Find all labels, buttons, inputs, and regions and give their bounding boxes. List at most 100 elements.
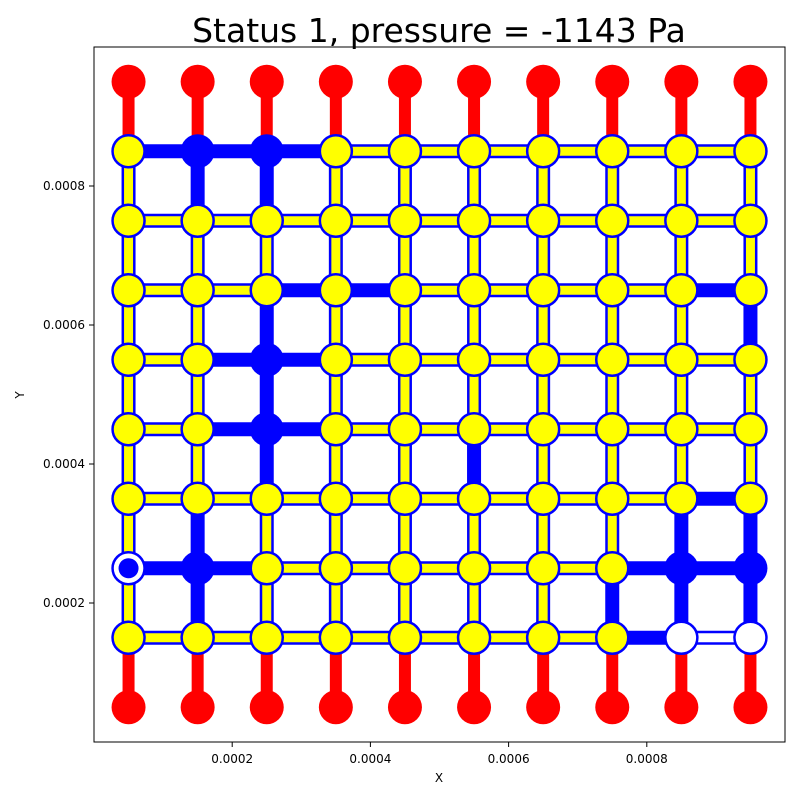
pore-node-phase-b — [111, 203, 146, 238]
reservoir-node-bottom — [595, 690, 630, 725]
reservoir-node-top — [664, 64, 699, 99]
pore-node-empty — [733, 620, 768, 655]
x-tick-label: 0.0002 — [211, 752, 253, 766]
pore-node-phase-b — [733, 134, 768, 169]
pore-node-phase-b — [180, 620, 215, 655]
x-tick-label: 0.0008 — [626, 752, 668, 766]
reservoir-node-top — [457, 64, 492, 99]
pore-node-phase-b — [387, 134, 423, 169]
pore-node-phase-b — [318, 620, 354, 655]
x-tick-label: 0.0004 — [349, 752, 391, 766]
axes: 0.0002 0.0004 0.0006 0.0008 0.0002 0.0004 0.00… — [43, 179, 668, 766]
reservoir-node-top — [387, 64, 422, 99]
reservoir-node-top — [111, 64, 146, 99]
pore-node-phase-b — [595, 551, 630, 586]
pore-node-phase-b — [525, 134, 561, 169]
reservoir-node-bottom — [664, 690, 699, 725]
pore-node-phase-b — [318, 481, 354, 516]
pore-node-phase-b — [180, 342, 215, 377]
reservoir-node-bottom — [457, 690, 492, 725]
reservoir-node-top — [318, 64, 353, 99]
pore-node-phase-b — [595, 203, 630, 238]
pore-node-phase-b — [595, 134, 630, 169]
pore-node-phase-b — [525, 203, 561, 238]
reservoir-node-bottom — [180, 690, 215, 725]
pore-node-phase-b — [456, 481, 492, 516]
pore-node-phase-b — [318, 203, 354, 238]
pore-node-phase-b — [318, 342, 354, 377]
pore-node-phase-a — [249, 412, 284, 447]
pore-node-phase-b — [111, 481, 146, 516]
x-tick-label: 0.0006 — [488, 752, 530, 766]
pore-node-phase-a — [664, 551, 699, 586]
pore-node-phase-b — [318, 412, 354, 447]
pore-node-phase-b — [525, 620, 561, 655]
pore-node-phase-b — [456, 134, 492, 169]
pore-node-phase-b — [525, 412, 561, 447]
pore-node-phase-b — [387, 342, 423, 377]
pore-node-phase-b — [318, 134, 354, 169]
reservoir-node-bottom — [111, 690, 146, 725]
pore-node-phase-b — [456, 273, 492, 308]
reservoir-node-bottom — [733, 690, 768, 725]
reservoir-node-bottom — [387, 690, 422, 725]
pore-node-phase-b — [111, 412, 146, 447]
y-tick-label: 0.0008 — [43, 179, 85, 193]
pore-node-phase-b — [387, 273, 423, 308]
pore-node-phase-b — [249, 273, 284, 308]
reservoir-node-top — [595, 64, 630, 99]
reservoir-node-top — [526, 64, 561, 99]
pore-node-phase-b — [733, 273, 768, 308]
pore-node-phase-b — [595, 273, 630, 308]
pore-node-phase-b — [387, 203, 423, 238]
y-tick-label: 0.0002 — [43, 596, 85, 610]
pore-node-phase-a — [733, 551, 768, 586]
pore-node-phase-b — [249, 620, 284, 655]
pore-node-phase-b — [387, 412, 423, 447]
pore-node-phase-a-small — [118, 558, 139, 579]
pore-node-phase-b — [595, 620, 630, 655]
y-tick-label: 0.0004 — [43, 457, 85, 471]
pore-node-phase-b — [595, 342, 630, 377]
plot-area — [111, 64, 768, 725]
pore-node-phase-b — [664, 273, 699, 308]
reservoir-node-bottom — [318, 690, 353, 725]
pore-node-phase-b — [456, 412, 492, 447]
chart-title: Status 1, pressure = -1143 Pa — [192, 11, 686, 50]
pore-node-phase-b — [456, 342, 492, 377]
pore-node-phase-b — [664, 342, 699, 377]
pore-node-phase-b — [664, 481, 699, 516]
pore-node-phase-b — [664, 412, 699, 447]
pore-node-phase-b — [733, 342, 768, 377]
pore-node-phase-b — [595, 481, 630, 516]
pore-node-phase-b — [249, 203, 284, 238]
pore-node-phase-b — [525, 551, 561, 586]
pore-node-phase-b — [664, 203, 699, 238]
pore-node-phase-b — [387, 551, 423, 586]
pore-node-phase-b — [387, 481, 423, 516]
reservoir-node-bottom — [526, 690, 561, 725]
y-tick-label: 0.0006 — [43, 318, 85, 332]
reservoir-node-top — [249, 64, 284, 99]
pore-node-phase-b — [111, 342, 146, 377]
pore-node-phase-b — [525, 342, 561, 377]
pore-node-phase-b — [180, 273, 215, 308]
pore-node-phase-b — [456, 551, 492, 586]
pore-node-phase-b — [733, 481, 768, 516]
pore-node-phase-b — [180, 481, 215, 516]
pore-node-phase-b — [111, 620, 146, 655]
pore-node-phase-b — [249, 481, 284, 516]
pore-node-empty — [664, 620, 699, 655]
y-axis-label: Y — [13, 391, 27, 400]
pore-node-phase-a — [249, 134, 284, 169]
pore-node-phase-b — [387, 620, 423, 655]
pore-node-phase-b — [456, 620, 492, 655]
pore-node-phase-b — [595, 412, 630, 447]
pore-node-phase-b — [318, 551, 354, 586]
pore-node-phase-a — [180, 551, 215, 586]
reservoir-node-top — [733, 64, 768, 99]
pore-node-phase-b — [180, 412, 215, 447]
pore-node-phase-b — [111, 134, 146, 169]
pore-node-phase-b — [249, 551, 284, 586]
